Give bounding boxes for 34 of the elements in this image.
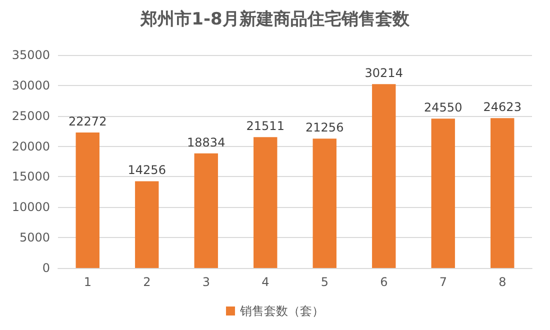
bar bbox=[431, 118, 455, 268]
bar bbox=[490, 118, 514, 268]
y-tick-label: 0 bbox=[42, 261, 50, 275]
data-label: 14256 bbox=[128, 163, 166, 178]
data-label: 18834 bbox=[187, 135, 226, 150]
data-label: 30214 bbox=[364, 66, 403, 80]
x-tick-label: 1 bbox=[84, 275, 92, 289]
data-label: 22272 bbox=[68, 114, 107, 128]
bar bbox=[254, 137, 278, 268]
data-label: 21256 bbox=[306, 120, 344, 135]
y-tick-label: 35000 bbox=[12, 48, 50, 62]
x-tick-label: 4 bbox=[262, 275, 270, 289]
bar bbox=[135, 181, 159, 268]
y-tick-label: 25000 bbox=[12, 108, 50, 123]
data-label: 24623 bbox=[483, 100, 522, 114]
x-tick-label: 7 bbox=[439, 275, 447, 289]
chart-title: 郑州市1-8月新建商品住宅销售套数 bbox=[140, 10, 410, 30]
x-tick-label: 6 bbox=[380, 275, 388, 289]
bar bbox=[372, 84, 396, 268]
data-label: 21511 bbox=[246, 119, 284, 134]
y-tick-label: 20000 bbox=[12, 139, 50, 154]
y-tick-label: 15000 bbox=[12, 170, 50, 184]
y-tick-label: 30000 bbox=[12, 78, 50, 92]
bar bbox=[194, 153, 218, 268]
bar bbox=[76, 132, 100, 268]
legend-label: 销售套数（套） bbox=[239, 304, 324, 318]
x-tick-label: 3 bbox=[202, 275, 210, 289]
x-tick-label: 5 bbox=[320, 275, 328, 289]
x-tick-label: 8 bbox=[498, 275, 506, 289]
y-tick-label: 5000 bbox=[19, 230, 50, 245]
y-tick-label: 10000 bbox=[12, 200, 50, 214]
x-tick-label: 2 bbox=[143, 275, 151, 289]
bar bbox=[312, 138, 336, 268]
data-label: 24550 bbox=[424, 100, 462, 115]
